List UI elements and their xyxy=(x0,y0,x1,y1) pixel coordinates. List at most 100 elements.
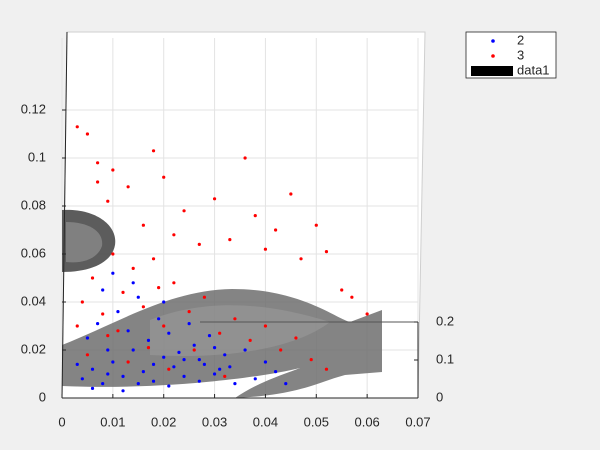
point xyxy=(151,379,156,383)
point xyxy=(141,223,145,227)
point xyxy=(279,348,283,352)
point xyxy=(223,374,227,378)
points xyxy=(75,125,369,393)
x-tick-label: 0.02 xyxy=(151,414,176,429)
point xyxy=(192,343,196,347)
point xyxy=(172,365,176,369)
point xyxy=(106,199,110,203)
x-tick-label: 0.04 xyxy=(253,414,278,429)
point xyxy=(101,382,105,386)
point xyxy=(121,290,125,294)
point xyxy=(177,350,181,354)
legend-label: 3 xyxy=(517,47,524,62)
y-tick-label: 0.04 xyxy=(21,293,46,308)
point xyxy=(253,377,257,381)
x-tick-label: 0.01 xyxy=(100,414,125,429)
z-tick-label: 0.1 xyxy=(436,351,454,366)
point xyxy=(151,362,156,366)
y-tick-label: 0.1 xyxy=(28,149,46,164)
point xyxy=(274,370,278,374)
point xyxy=(212,197,217,201)
surface-blob xyxy=(66,222,103,263)
point xyxy=(233,317,237,321)
point xyxy=(243,156,247,160)
point xyxy=(202,362,206,366)
point xyxy=(233,382,237,386)
point xyxy=(136,382,140,386)
point xyxy=(141,370,145,374)
point xyxy=(167,384,171,388)
point xyxy=(228,365,232,369)
point xyxy=(96,180,100,184)
point xyxy=(192,348,196,352)
point xyxy=(111,252,115,256)
point xyxy=(223,353,227,357)
point xyxy=(121,374,125,378)
legend-marker xyxy=(491,54,495,58)
point xyxy=(141,305,145,309)
point xyxy=(182,374,186,378)
point xyxy=(96,161,100,165)
point xyxy=(162,355,166,359)
point xyxy=(162,175,166,179)
point xyxy=(121,389,125,393)
point xyxy=(85,132,90,136)
point xyxy=(197,358,201,362)
point xyxy=(274,228,278,232)
point xyxy=(116,329,120,333)
point xyxy=(294,336,298,340)
point xyxy=(157,317,161,321)
y-tick-label: 0.02 xyxy=(21,341,46,356)
point xyxy=(90,276,95,280)
isosurface xyxy=(62,209,382,398)
point xyxy=(167,367,171,371)
point xyxy=(309,358,313,362)
point xyxy=(131,266,135,270)
point xyxy=(202,295,206,299)
x-tick-label: 0.07 xyxy=(405,414,430,429)
y-axis xyxy=(61,31,68,399)
point xyxy=(106,372,110,376)
x-tick-label: 0.06 xyxy=(354,414,379,429)
point xyxy=(131,348,135,352)
point xyxy=(96,322,100,326)
point xyxy=(75,362,79,366)
legend-marker xyxy=(491,39,495,43)
point xyxy=(263,324,268,328)
point xyxy=(284,382,288,386)
point xyxy=(80,300,84,304)
point xyxy=(187,322,191,326)
point xyxy=(167,331,171,335)
point xyxy=(324,367,329,371)
point xyxy=(299,257,303,261)
point xyxy=(111,271,115,275)
x-tick-label: 0.05 xyxy=(304,414,329,429)
z-tick-label: 0 xyxy=(436,389,443,404)
point xyxy=(350,295,354,299)
point xyxy=(136,295,140,299)
point xyxy=(365,312,369,316)
point xyxy=(212,346,217,350)
point xyxy=(289,192,293,196)
point xyxy=(106,334,110,338)
point xyxy=(151,149,156,153)
x-tick-label: 0 xyxy=(58,414,65,429)
surface-blob xyxy=(150,305,330,356)
point xyxy=(218,367,222,371)
point xyxy=(116,310,120,314)
point xyxy=(162,300,166,304)
point xyxy=(314,223,318,227)
point xyxy=(131,281,135,285)
point xyxy=(80,377,84,381)
point xyxy=(228,238,232,242)
legend-label: data1 xyxy=(517,62,550,77)
point xyxy=(157,286,161,290)
y-tick-label: 0.08 xyxy=(21,197,46,212)
point xyxy=(197,379,201,383)
point xyxy=(101,288,105,292)
y-tick-label: 0 xyxy=(39,389,46,404)
point xyxy=(85,353,90,357)
z-tick-label: 0.2 xyxy=(436,313,454,328)
point xyxy=(75,125,79,129)
